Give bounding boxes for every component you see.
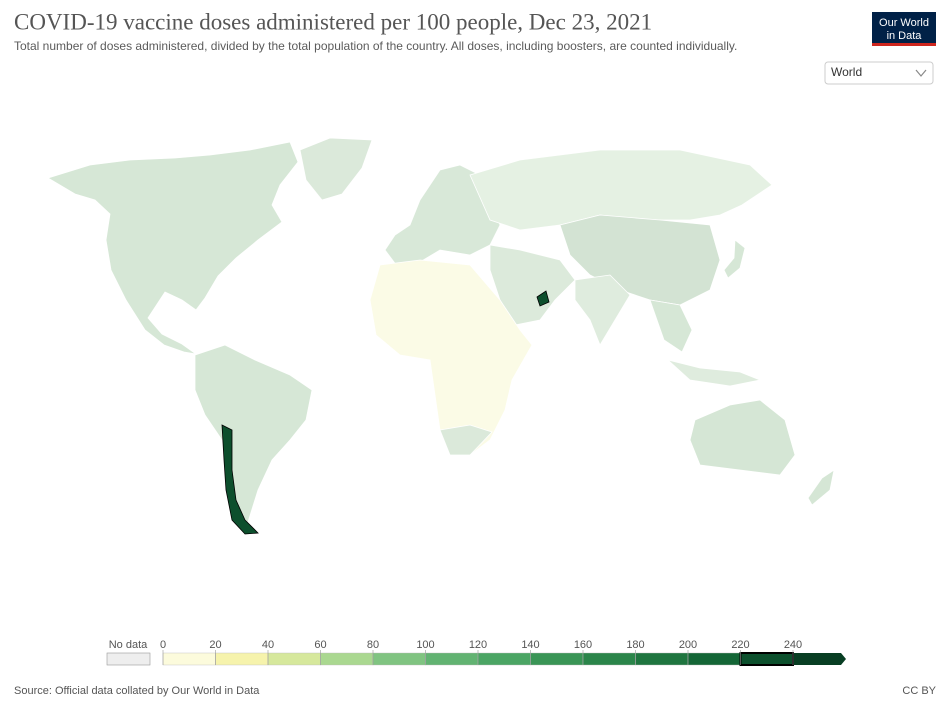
legend-tick-label: 40 [262,639,274,651]
legend-tick-label: 220 [731,639,749,651]
legend-bin [320,652,374,666]
uae [536,290,550,307]
middle-east [489,244,576,326]
region-selector[interactable]: World [824,61,934,85]
license[interactable]: CC BY [902,685,936,697]
legend-bin [425,652,479,666]
legend-bin [635,652,689,666]
russia [469,149,773,231]
logo-box [872,12,936,46]
legend-tick-label: 0 [160,639,166,651]
logo-text: in Data [887,30,923,42]
logo-text: Our World [879,17,929,29]
legend-tick-label: 240 [784,639,802,651]
legend-tick-label: 180 [626,639,644,651]
legend-tick-label: 140 [521,639,539,651]
legend-bin [477,652,531,666]
africa [369,259,533,456]
subtitle: Total number of doses administered, divi… [14,39,737,53]
title: COVID-19 vaccine doses administered per … [14,9,652,34]
legend-overflow [793,653,846,665]
south-america [194,344,313,529]
legend-bin [687,652,741,666]
south-asia [574,274,631,346]
legend-bin [162,652,216,666]
legend-tick-label: 100 [416,639,434,651]
no-data-label: No data [109,639,148,651]
greenland [299,137,373,201]
legend-tick-label: 80 [367,639,379,651]
selector-box [824,61,934,85]
logo-bar [872,43,936,46]
southeast-asia [649,299,693,353]
no-data-swatch [106,652,151,666]
legend-tick-label: 160 [574,639,592,651]
new-zealand [807,469,835,506]
selector-arrow [915,69,927,77]
australia [689,399,796,476]
legend-bin [372,652,426,666]
legend-bin [530,652,584,666]
east-asia [559,214,721,306]
indonesia [667,359,762,387]
legend-bin [267,652,321,666]
north-america [47,141,299,355]
legend-tick-label: 20 [209,639,221,651]
source: Source: Official data collated by Our Wo… [14,685,260,697]
legend-bin [582,652,636,666]
logo[interactable]: Our World in Data [872,12,936,46]
map [47,137,835,535]
southern-africa [439,424,493,456]
chile [221,424,259,535]
legend-bin [215,652,269,666]
selector-text: World [831,65,862,79]
legend-tick-label: 120 [469,639,487,651]
legend-bin [740,652,794,666]
legend-tick-label: 60 [314,639,326,651]
legend-tick-label: 200 [679,639,697,651]
japan [723,239,746,279]
legend: No data 0 20 40 60 80 100 120 140 160 180 200 220 24… [106,639,846,666]
